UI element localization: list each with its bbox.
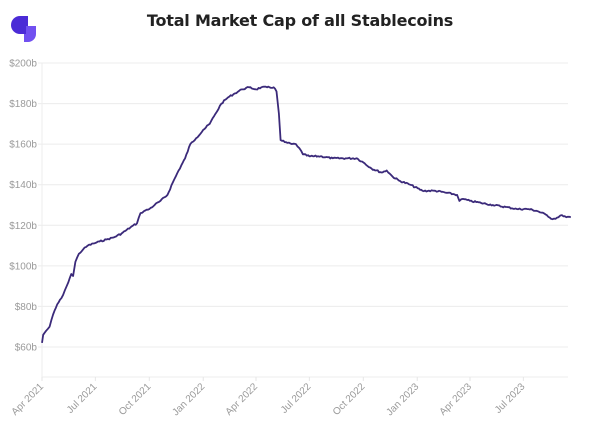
logo-top-shape (11, 16, 28, 34)
y-tick-label: $180b (9, 99, 37, 110)
x-tick-label: Jul 2021 (65, 381, 100, 416)
series-line-0 (41, 85, 572, 344)
y-axis: $60b $80b $100b $120b $140b $160b $180b $200b (9, 59, 37, 354)
x-tick-label: Jan 2022 (170, 381, 207, 418)
y-tick-label: $100b (9, 261, 37, 272)
logo-bottom-shape (24, 26, 36, 42)
y-tick-label: $60b (15, 343, 38, 354)
y-tick-label: $200b (9, 59, 37, 70)
x-tick-label: Jul 2022 (279, 381, 314, 416)
x-tick-label: Oct 2022 (331, 381, 368, 418)
y-tick-label: $140b (9, 180, 37, 191)
chart-title: Total Market Cap of all Stablecoins (146, 11, 454, 30)
x-tick-label: Oct 2021 (117, 381, 154, 418)
gridlines (38, 62, 568, 378)
x-tick-label: Jul 2023 (493, 381, 528, 416)
x-tick-label: Apr 2021 (10, 381, 47, 418)
y-tick-label: $80b (15, 302, 38, 313)
app-logo (11, 16, 36, 42)
x-axis: Apr 2021 Jul 2021 Oct 2021 Jan 2022 Apr 2022… (10, 377, 528, 418)
y-tick-label: $160b (9, 140, 37, 151)
y-tick-label: $120b (9, 221, 37, 232)
x-tick-label: Apr 2023 (438, 381, 475, 418)
x-tick-label: Jan 2023 (384, 381, 421, 418)
x-tick-label: Apr 2022 (224, 381, 261, 418)
series-layer (41, 85, 572, 344)
